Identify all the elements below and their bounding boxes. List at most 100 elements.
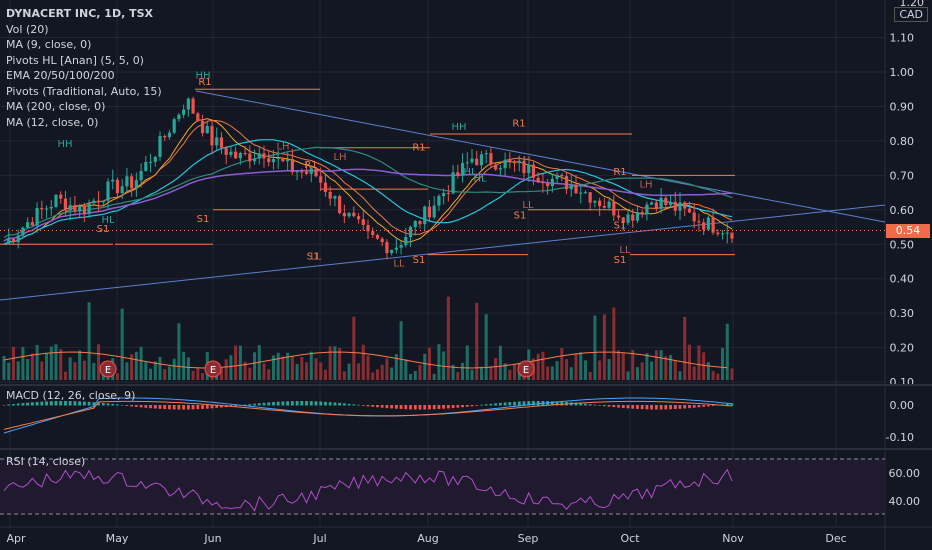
volume-bar — [357, 363, 361, 380]
volume-bar — [219, 367, 223, 380]
candle-body — [569, 184, 573, 190]
volume-bar — [484, 314, 488, 380]
pivot-label: R1 — [512, 119, 525, 130]
candle-body — [720, 233, 725, 235]
candle-body — [527, 164, 531, 174]
macd-histogram-bar — [68, 401, 72, 406]
macd-histogram-bar — [517, 401, 521, 406]
candle-body — [706, 217, 710, 230]
volume-bar — [73, 362, 77, 380]
volume-bar — [669, 355, 673, 380]
volume-bar — [158, 356, 162, 380]
volume-bar — [413, 371, 417, 380]
volume-bar — [494, 358, 498, 380]
volume-bar — [97, 344, 101, 380]
macd-histogram-bar — [489, 403, 493, 406]
candle-body — [172, 119, 176, 133]
candle-body — [616, 215, 621, 218]
macd-histogram-bar — [730, 403, 734, 406]
candle-body — [314, 168, 318, 177]
volume-bar — [451, 364, 455, 380]
volume-bar — [442, 351, 446, 380]
volume-bar — [139, 346, 143, 380]
volume-bar — [243, 361, 247, 380]
volume-bar — [63, 371, 67, 380]
volume-bar — [612, 307, 616, 380]
candle-body — [196, 113, 200, 121]
macd-histogram-bar — [532, 401, 535, 406]
candle-body — [186, 98, 190, 110]
macd-histogram-bar — [300, 401, 304, 406]
macd-histogram-bar — [503, 402, 507, 406]
volume-bar — [404, 359, 408, 380]
pivot-label: LH — [639, 179, 652, 190]
candle-body — [555, 174, 559, 179]
volume-bar — [621, 352, 625, 380]
candle-body — [583, 192, 588, 194]
candle-body — [59, 194, 63, 199]
candle-body — [73, 205, 77, 212]
macd-histogram-bar — [295, 401, 299, 406]
macd-histogram-bar — [309, 401, 313, 406]
volume-bar — [725, 323, 729, 380]
macd-histogram-bar — [116, 404, 119, 406]
volume-bar — [409, 373, 413, 380]
volume-bar — [130, 354, 134, 380]
volume-bar — [182, 351, 186, 380]
pivot-label: LL — [619, 245, 631, 256]
candle-body — [475, 158, 479, 166]
candle-body — [702, 222, 706, 230]
legend-pivots: Pivots (Traditional, Auto, 15) — [6, 84, 162, 98]
macd-histogram-bar — [451, 405, 455, 409]
macd-signal-line — [3, 400, 733, 430]
macd-histogram-bar — [588, 404, 592, 406]
volume-bar — [588, 371, 592, 380]
volume-bar — [673, 360, 677, 380]
volume-bar — [328, 346, 332, 380]
macd-histogram-bar — [390, 405, 394, 409]
volume-bar — [163, 369, 167, 380]
volume-bar — [115, 373, 119, 380]
x-tick-label: Sep — [518, 532, 539, 545]
volume-bar — [45, 352, 49, 380]
candle-body — [342, 213, 346, 217]
macd-tick-label: -0.10 — [886, 431, 914, 444]
candle-body — [517, 160, 521, 164]
candle-body — [659, 197, 663, 209]
candle-body — [687, 208, 692, 213]
macd-histogram-bar — [584, 403, 587, 406]
candle-body — [276, 157, 280, 160]
macd-histogram-bar — [168, 405, 171, 410]
candle-body — [87, 203, 91, 214]
volume-bar — [153, 361, 157, 380]
macd-histogram-bar — [361, 405, 365, 406]
volume-bar — [631, 350, 635, 380]
macd-histogram-bar — [711, 405, 715, 406]
currency-button[interactable]: CAD — [894, 7, 928, 22]
candle-body — [451, 172, 455, 194]
candle-body — [26, 222, 30, 228]
macd-histogram-bar — [286, 401, 290, 406]
pivot-label: S1 — [97, 224, 110, 235]
macd-histogram-bar — [385, 405, 389, 409]
macd-histogram-bar — [650, 405, 654, 410]
volume-bar — [380, 364, 384, 380]
ema50-line — [3, 146, 733, 239]
candle-body — [550, 178, 554, 187]
volume-bar — [352, 316, 356, 380]
macd-histogram-bar — [172, 405, 176, 410]
volume-bar — [479, 366, 483, 380]
macd-histogram-bar — [196, 405, 200, 410]
candle-body — [541, 182, 545, 184]
macd-histogram-bar — [305, 401, 308, 406]
candle-body — [716, 232, 720, 235]
candle-body — [210, 126, 214, 146]
candle-body — [574, 184, 578, 194]
macd-histogram-bar — [338, 402, 342, 406]
candle-body — [673, 201, 677, 211]
candle-body — [593, 200, 597, 203]
macd-histogram-bar — [579, 403, 583, 406]
pivot-label: HH — [195, 70, 210, 81]
macd-histogram-bar — [120, 404, 124, 406]
